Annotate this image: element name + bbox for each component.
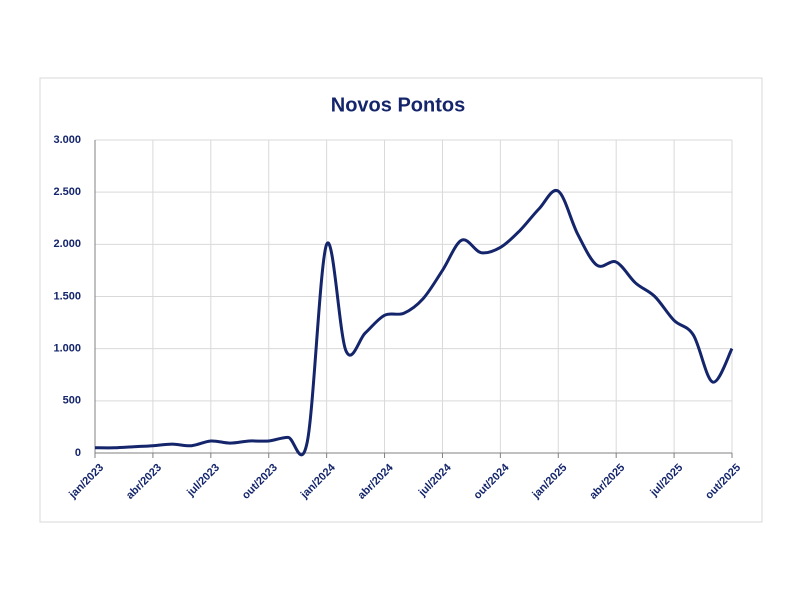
y-tick-label: 2.500	[53, 186, 81, 198]
y-tick-label: 1.500	[53, 290, 81, 302]
y-tick-label: 2.000	[53, 238, 81, 250]
y-tick-label: 3.000	[53, 134, 81, 146]
chart-title: Novos Pontos	[331, 94, 465, 116]
y-tick-label: 0	[75, 447, 81, 459]
line-series	[94, 188, 734, 457]
chart-frame	[39, 77, 763, 523]
y-tick-label: 1.000	[53, 343, 81, 355]
y-tick-label: 500	[63, 395, 81, 407]
